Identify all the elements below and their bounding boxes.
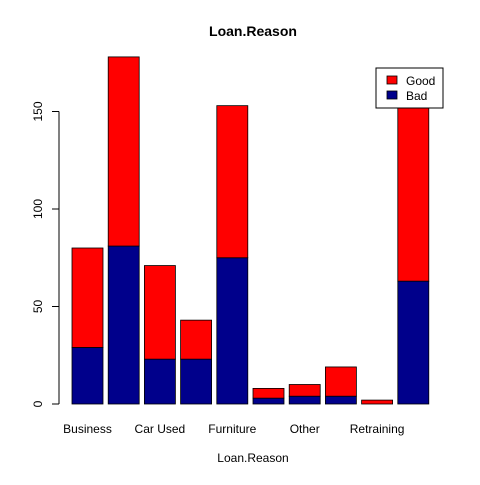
- bar-domestic-good: [180, 319, 213, 360]
- chart-title: Loan.Reason: [209, 23, 297, 39]
- bar-repairs-good: [324, 366, 357, 397]
- x-axis-tick-labels: Business Car Used Furniture Other Retraining: [63, 422, 404, 436]
- x-tick-label-furniture: Furniture: [208, 422, 256, 436]
- bars-layer: [71, 56, 430, 405]
- bar-retraining-good: [361, 399, 394, 405]
- bar-furniture-good: [216, 105, 249, 259]
- x-tick-label-retraining: Retraining: [350, 422, 405, 436]
- x-tick-label-business: Business: [63, 422, 112, 436]
- bar-car-used-good: [143, 265, 176, 360]
- legend-box: [375, 67, 444, 109]
- y-tick-label-150: 150: [31, 101, 45, 121]
- x-axis-label: Loan.Reason: [217, 451, 288, 465]
- x-tick-label-other: Other: [290, 422, 320, 436]
- bar-car-new-good: [107, 56, 140, 247]
- bar-business-good: [71, 247, 104, 348]
- y-axis: 0 50 100 150: [31, 101, 60, 407]
- legend-label-good: Good: [406, 74, 435, 88]
- legend-swatch-good: [386, 75, 398, 85]
- bar-business-bad: [71, 347, 104, 405]
- legend-swatch-bad: [386, 90, 398, 100]
- bar-repairs-bad: [324, 395, 357, 405]
- bar-domestic-bad: [180, 358, 213, 405]
- y-tick-label-100: 100: [31, 199, 45, 219]
- bar-other-good: [288, 384, 321, 397]
- bar-furniture-bad: [216, 257, 249, 405]
- bar-other1-good: [252, 387, 285, 399]
- bar-other-bad: [288, 395, 321, 405]
- bar-television-good: [397, 101, 430, 282]
- bar-car-new-bad: [107, 245, 140, 405]
- x-tick-label-car-used: Car Used: [135, 422, 186, 436]
- legend-label-bad: Bad: [406, 89, 427, 103]
- y-tick-label-0: 0: [31, 400, 45, 407]
- bar-car-used-bad: [143, 358, 176, 405]
- bar-television-bad: [397, 280, 430, 405]
- bar-other1-bad: [252, 397, 285, 405]
- legend: Good Bad: [375, 67, 444, 109]
- y-tick-label-50: 50: [31, 300, 45, 314]
